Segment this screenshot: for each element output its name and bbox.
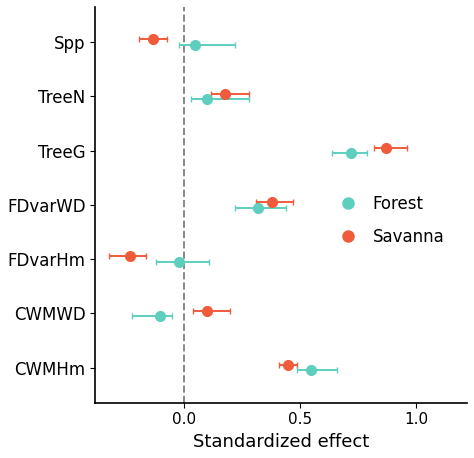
Legend: Forest, Savanna: Forest, Savanna bbox=[325, 189, 451, 253]
X-axis label: Standardized effect: Standardized effect bbox=[193, 433, 369, 451]
